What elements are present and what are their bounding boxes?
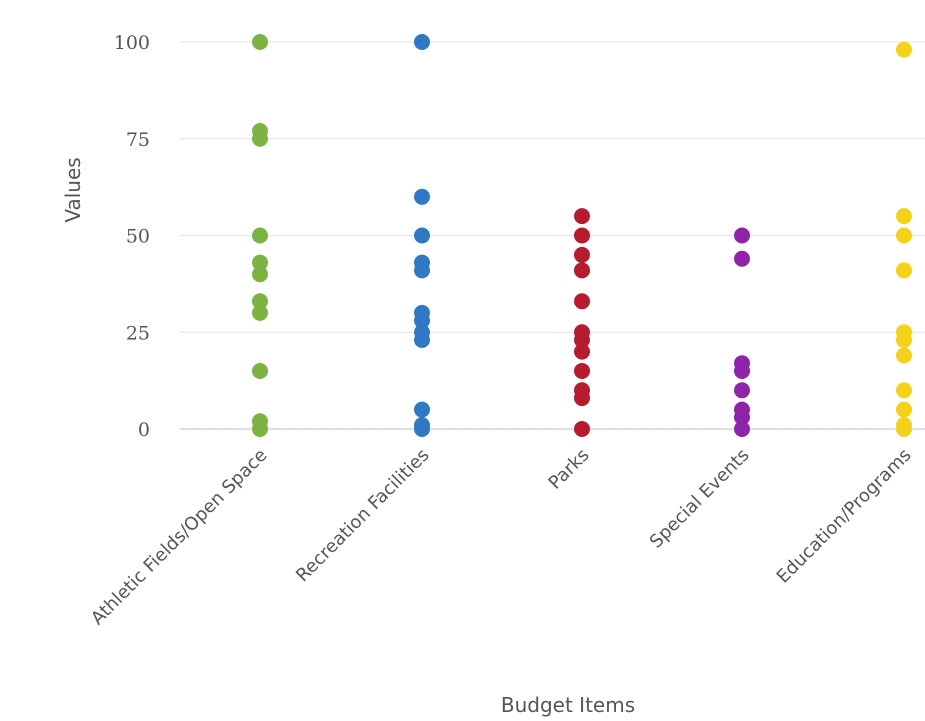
data-point	[414, 262, 430, 279]
data-point	[574, 343, 590, 360]
y-tick-label: 25	[126, 322, 150, 344]
data-point	[574, 262, 590, 279]
data-point	[896, 382, 912, 399]
data-point	[896, 347, 912, 364]
x-category-label: Special Events	[646, 445, 754, 553]
data-point	[414, 401, 430, 418]
x-category-label: Recreation Facilities	[292, 445, 434, 587]
data-point	[414, 227, 430, 244]
y-tick-label: 75	[126, 129, 150, 151]
data-point	[574, 421, 590, 437]
x-axis-categories: Athletic Fields/Open Space Recreation Fac…	[87, 445, 915, 629]
grid-lines	[180, 41, 925, 430]
data-point	[414, 331, 430, 348]
data-point	[574, 390, 590, 407]
data-point	[896, 208, 912, 225]
y-axis-title: Values	[61, 157, 85, 222]
data-point	[896, 227, 912, 244]
data-point	[252, 34, 268, 50]
data-point	[734, 227, 750, 244]
data-point	[574, 208, 590, 225]
data-point	[252, 254, 268, 271]
data-point	[574, 227, 590, 244]
data-point	[734, 250, 750, 267]
data-point	[734, 362, 750, 379]
x-category-label: Education/Programs	[773, 445, 916, 588]
y-tick-label: 0	[138, 419, 150, 441]
data-point	[414, 312, 430, 329]
data-point	[252, 266, 268, 283]
data-point	[252, 130, 268, 147]
data-point	[574, 293, 590, 310]
data-point	[252, 304, 268, 321]
data-point	[414, 188, 430, 205]
data-point	[896, 262, 912, 279]
data-point	[896, 41, 912, 58]
data-point	[252, 421, 268, 437]
data-point	[574, 246, 590, 263]
data-point	[252, 293, 268, 310]
data-point	[734, 409, 750, 426]
x-category-label: Athletic Fields/Open Space	[87, 445, 271, 629]
y-tick-label: 100	[114, 32, 150, 54]
data-point	[574, 331, 590, 348]
data-point	[734, 382, 750, 399]
x-category-label: Parks	[545, 445, 594, 494]
data-point	[252, 227, 268, 244]
data-point	[414, 421, 430, 437]
data-point	[414, 34, 430, 50]
data-point	[896, 401, 912, 418]
data-point	[252, 362, 268, 379]
data-point	[896, 331, 912, 348]
y-tick-label: 50	[126, 226, 150, 248]
data-point	[896, 421, 912, 437]
data-point	[574, 362, 590, 379]
data-points	[252, 34, 912, 437]
x-axis-title: Budget Items	[501, 693, 635, 717]
data-point	[734, 421, 750, 437]
y-axis-ticks: 0 25 50 75 100	[114, 32, 150, 441]
